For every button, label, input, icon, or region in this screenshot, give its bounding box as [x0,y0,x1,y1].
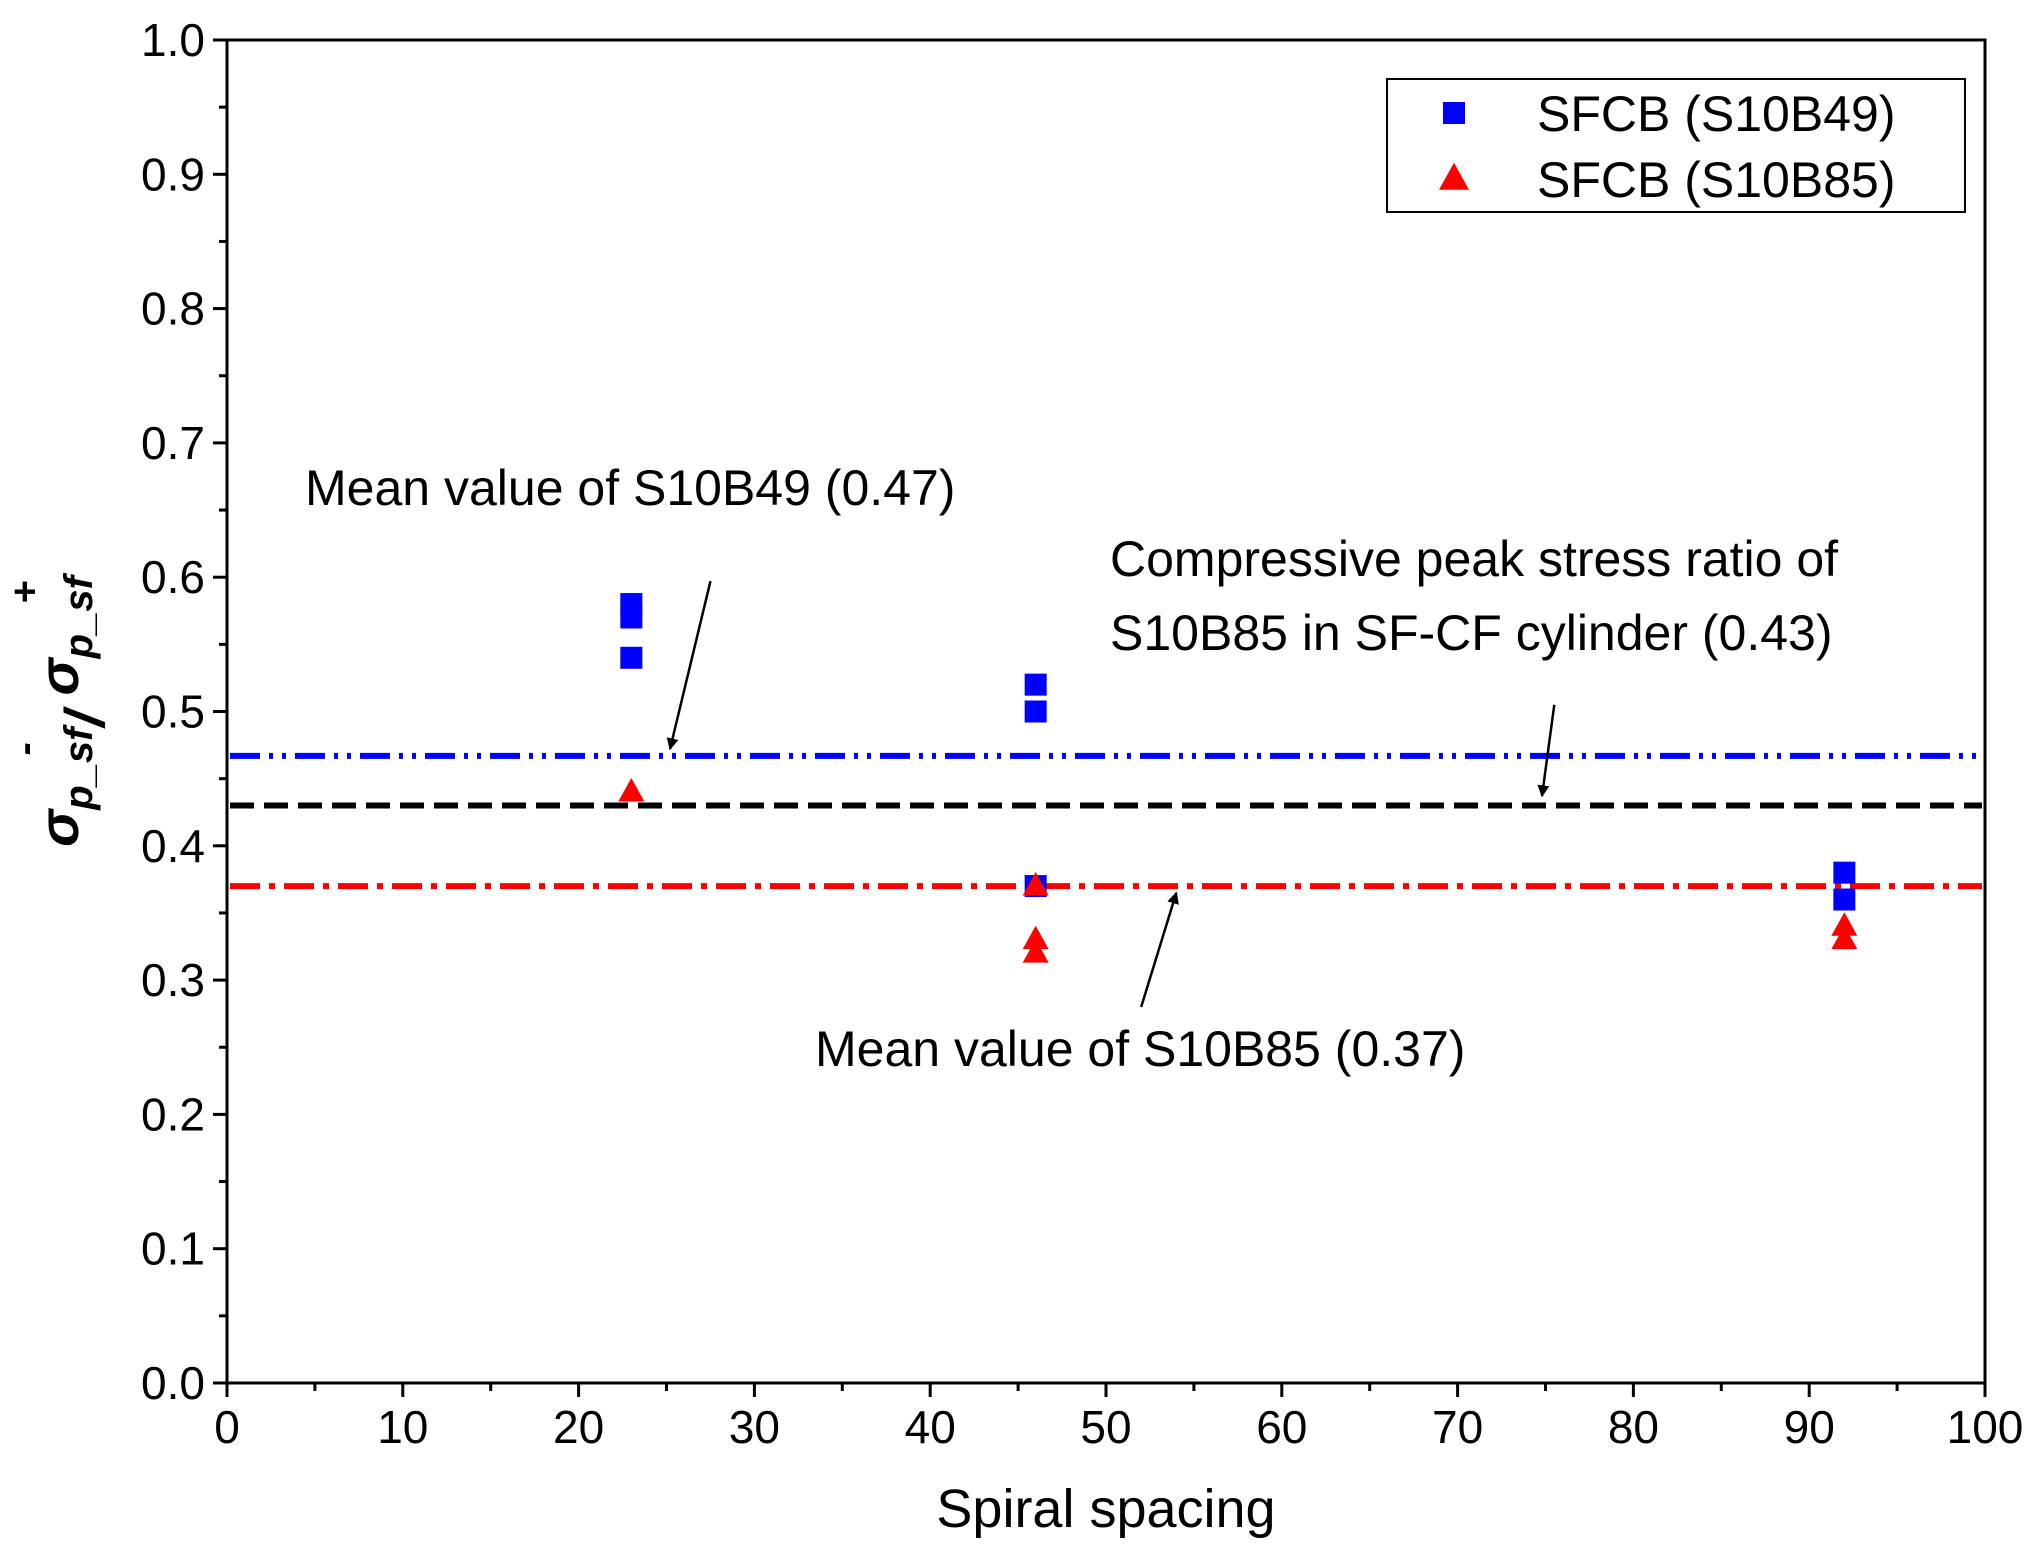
y-axis-title-numerator-base: σ [27,808,90,847]
series-1-point-2 [620,606,643,629]
legend-marker-2 [1439,162,1469,190]
y-axis-title-numerator-sup: - [3,742,47,755]
legend-label-2: SFCB (S10B85) [1537,152,1895,208]
x-tick-label: 70 [1432,1401,1483,1453]
x-tick-label: 60 [1256,1401,1307,1453]
annot-peak-ratio-text-line-1: S10B85 in SF-CF cylinder (0.43) [1110,605,1833,661]
annot-peak-ratio-text-line-0: Compressive peak stress ratio of [1110,531,1838,587]
axes: 0 10 20 30 40 50 60 70 80 90 100 0.0 0.1 0.2 0.3 0.4 0.5… [3,14,2023,1539]
y-axis-title-numerator-sub: p_sf [57,724,101,811]
y-tick-label: 0.0 [141,1357,205,1409]
y-axis-title-denominator-base: σ [27,656,90,695]
annotations: Mean value of S10B49 (0.47) Compressive p… [305,460,1838,1077]
y-axis-title-separator: / [53,695,116,742]
x-axis-title: Spiral spacing [936,1479,1275,1539]
x-tick-label: 30 [729,1401,780,1453]
series-1-point-7 [1833,861,1856,884]
y-tick-label: 0.2 [141,1088,205,1140]
y-axis-title-denominator-sub: p_sf [57,572,101,659]
series-2-point-2 [1022,872,1049,896]
y-tick-label: 0.4 [141,820,205,872]
annot-peak-ratio-arrow [1537,704,1556,798]
legend: SFCB (S10B49) SFCB (S10B85) [1386,78,1966,213]
series-1-point-8 [1833,888,1856,911]
y-axis-title: σp_sf- / σp_sf+ [3,572,116,847]
x-tick-label: 40 [905,1401,956,1453]
x-tick-label: 50 [1080,1401,1131,1453]
series-1-point-3 [620,646,643,669]
y-tick-label: 0.3 [141,954,205,1006]
x-tick-label: 20 [553,1401,604,1453]
annot-mean-s10b85-arrow [1139,891,1179,1008]
y-tick-label: 1.0 [141,14,205,66]
y-tick-label: 0.7 [141,417,205,469]
annot-mean-s10b49-text-line-0: Mean value of S10B49 (0.47) [305,460,955,516]
y-tick-label: 0.1 [141,1223,205,1275]
y-tick-label: 0.8 [141,283,205,335]
x-tick-label: 0 [214,1401,240,1453]
series-2-point-6 [1831,925,1858,950]
annot-mean-s10b49-arrow [666,580,712,751]
legend-marker-1 [1443,102,1465,124]
legend-box [1386,78,1966,213]
series-2-point-3 [1022,925,1049,950]
series-2 [618,778,1858,963]
x-tick-label: 90 [1784,1401,1835,1453]
annot-mean-s10b85-text-line-0: Mean value of S10B85 (0.37) [815,1021,1465,1077]
series-2-point-1 [618,778,645,802]
reference-lines [230,752,1982,890]
x-tick-label: 100 [1947,1401,2024,1453]
series-2-point-5 [1831,912,1858,936]
y-axis-title-denominator-sup: + [3,581,47,604]
data-points [618,593,1858,963]
series-1-point-5 [1024,700,1047,723]
series-2-point-4 [1022,939,1049,963]
legend-label-1: SFCB (S10B49) [1537,86,1895,142]
x-tick-label: 10 [377,1401,428,1453]
y-tick-label: 0.5 [141,686,205,738]
x-tick-label: 80 [1608,1401,1659,1453]
series-1-point-4 [1024,673,1047,696]
y-tick-label: 0.9 [141,148,205,200]
y-tick-label: 0.6 [141,551,205,603]
